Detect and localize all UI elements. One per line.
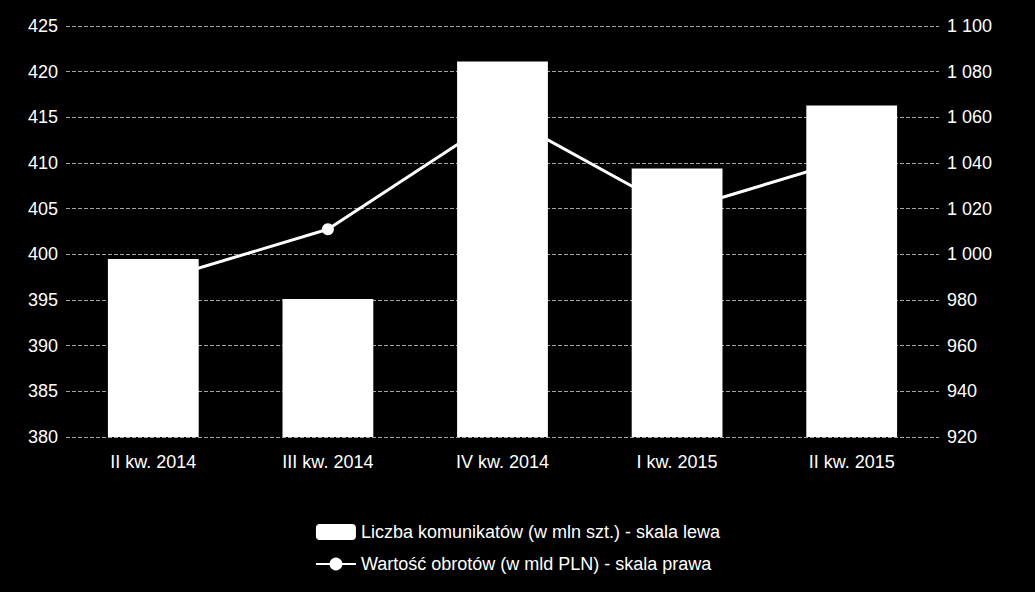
svg-text:380: 380 bbox=[28, 427, 58, 447]
svg-text:IV kw. 2014: IV kw. 2014 bbox=[456, 452, 549, 472]
svg-text:I kw. 2015: I kw. 2015 bbox=[637, 452, 718, 472]
svg-text:1 060: 1 060 bbox=[947, 107, 992, 127]
svg-text:II kw. 2015: II kw. 2015 bbox=[809, 452, 895, 472]
svg-text:410: 410 bbox=[28, 153, 58, 173]
svg-text:Liczba komunikatów (w mln szt.: Liczba komunikatów (w mln szt.) - skala … bbox=[361, 522, 721, 542]
svg-text:980: 980 bbox=[947, 290, 977, 310]
svg-text:400: 400 bbox=[28, 244, 58, 264]
svg-text:940: 940 bbox=[947, 381, 977, 401]
svg-text:420: 420 bbox=[28, 62, 58, 82]
svg-text:1 080: 1 080 bbox=[947, 62, 992, 82]
svg-text:II kw. 2014: II kw. 2014 bbox=[110, 452, 196, 472]
svg-text:425: 425 bbox=[28, 16, 58, 36]
svg-text:960: 960 bbox=[947, 336, 977, 356]
svg-text:1 040: 1 040 bbox=[947, 153, 992, 173]
svg-text:385: 385 bbox=[28, 381, 58, 401]
svg-text:920: 920 bbox=[947, 427, 977, 447]
svg-text:415: 415 bbox=[28, 107, 58, 127]
svg-text:395: 395 bbox=[28, 290, 58, 310]
svg-text:390: 390 bbox=[28, 336, 58, 356]
svg-text:405: 405 bbox=[28, 199, 58, 219]
svg-text:1 100: 1 100 bbox=[947, 16, 992, 36]
svg-text:1 000: 1 000 bbox=[947, 244, 992, 264]
svg-text:Wartość obrotów (w mld PLN) -: Wartość obrotów (w mld PLN) - skala praw… bbox=[361, 554, 712, 574]
svg-text:1 020: 1 020 bbox=[947, 199, 992, 219]
svg-text:III kw. 2014: III kw. 2014 bbox=[282, 452, 373, 472]
